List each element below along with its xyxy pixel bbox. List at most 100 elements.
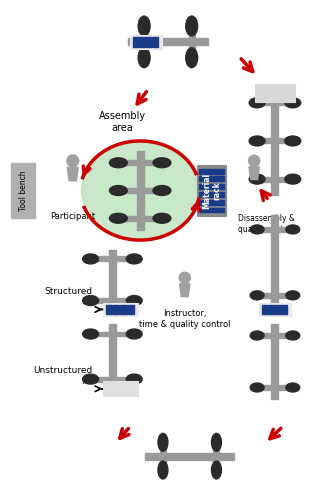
Text: Assembly
area: Assembly area	[99, 112, 146, 133]
Bar	[189, 26, 195, 58]
Bar	[103, 382, 138, 396]
Polygon shape	[180, 284, 190, 296]
Ellipse shape	[82, 142, 199, 239]
Ellipse shape	[249, 136, 265, 146]
Ellipse shape	[186, 16, 198, 36]
Bar	[133, 37, 139, 47]
Ellipse shape	[158, 434, 168, 451]
Bar	[153, 37, 158, 47]
Bar	[91, 298, 134, 303]
Bar	[197, 165, 226, 216]
Bar	[268, 305, 274, 314]
Ellipse shape	[285, 98, 301, 108]
Ellipse shape	[83, 329, 99, 339]
Bar	[257, 385, 293, 390]
Text: Tool bench: Tool bench	[19, 170, 28, 211]
Bar	[257, 138, 293, 143]
Bar	[130, 35, 162, 49]
Ellipse shape	[285, 136, 301, 146]
Ellipse shape	[249, 174, 265, 184]
Bar	[118, 216, 162, 221]
Bar	[109, 324, 116, 389]
Bar	[118, 160, 162, 166]
Text: Structured
kit: Structured kit	[45, 287, 93, 306]
Text: Participant: Participant	[50, 212, 95, 222]
Bar	[140, 37, 145, 47]
Ellipse shape	[126, 329, 142, 339]
Ellipse shape	[138, 48, 150, 68]
Bar	[103, 302, 138, 316]
Ellipse shape	[285, 174, 301, 184]
Bar	[255, 84, 295, 102]
Ellipse shape	[153, 158, 171, 168]
Bar	[272, 216, 279, 310]
Ellipse shape	[83, 374, 99, 384]
Ellipse shape	[83, 296, 99, 306]
Bar	[137, 151, 143, 230]
Bar	[257, 333, 293, 338]
Bar	[275, 305, 281, 314]
Ellipse shape	[212, 461, 221, 479]
Ellipse shape	[250, 383, 264, 392]
Text: Unstructured
kit: Unstructured kit	[33, 366, 93, 386]
Ellipse shape	[83, 254, 99, 264]
Ellipse shape	[109, 186, 127, 196]
Ellipse shape	[250, 331, 264, 340]
Bar	[91, 376, 134, 382]
Ellipse shape	[186, 48, 198, 68]
Bar	[257, 100, 293, 105]
Bar	[199, 192, 225, 197]
Bar	[257, 227, 293, 232]
Bar	[282, 305, 287, 314]
Ellipse shape	[250, 225, 264, 234]
Bar	[91, 332, 134, 336]
Ellipse shape	[98, 155, 182, 226]
Text: Disassembly &
quality control: Disassembly & quality control	[238, 214, 295, 234]
Ellipse shape	[109, 214, 127, 223]
Ellipse shape	[250, 291, 264, 300]
Ellipse shape	[138, 16, 150, 36]
Ellipse shape	[286, 225, 300, 234]
Ellipse shape	[286, 291, 300, 300]
Ellipse shape	[286, 331, 300, 340]
Bar	[199, 176, 225, 182]
Ellipse shape	[153, 186, 171, 196]
Bar	[272, 86, 279, 196]
Bar	[214, 442, 219, 470]
Ellipse shape	[212, 434, 221, 451]
Ellipse shape	[153, 214, 171, 223]
Polygon shape	[67, 168, 78, 181]
Bar	[128, 38, 208, 46]
Bar	[199, 200, 225, 204]
Bar	[120, 304, 127, 314]
Bar	[257, 176, 293, 182]
Bar	[145, 452, 234, 460]
Bar	[146, 37, 152, 47]
Circle shape	[67, 155, 78, 166]
Ellipse shape	[126, 374, 142, 384]
Bar	[262, 305, 267, 314]
Ellipse shape	[249, 98, 265, 108]
Bar	[199, 208, 225, 212]
Ellipse shape	[126, 254, 142, 264]
Bar	[91, 256, 134, 262]
Ellipse shape	[126, 296, 142, 306]
Bar	[199, 184, 225, 189]
Ellipse shape	[286, 383, 300, 392]
Bar	[11, 163, 35, 218]
Bar	[113, 304, 119, 314]
Bar	[199, 168, 225, 173]
Bar	[141, 26, 147, 58]
Bar	[127, 304, 134, 314]
Polygon shape	[249, 167, 259, 179]
Bar	[257, 293, 293, 298]
Bar	[259, 303, 291, 316]
Text: Instructor,
time & quality control: Instructor, time & quality control	[139, 310, 230, 329]
Text: Material
rack: Material rack	[202, 172, 221, 208]
Circle shape	[179, 272, 190, 283]
Bar	[106, 304, 112, 314]
Bar	[118, 188, 162, 193]
Circle shape	[249, 155, 260, 166]
Bar	[160, 442, 166, 470]
Ellipse shape	[158, 461, 168, 479]
